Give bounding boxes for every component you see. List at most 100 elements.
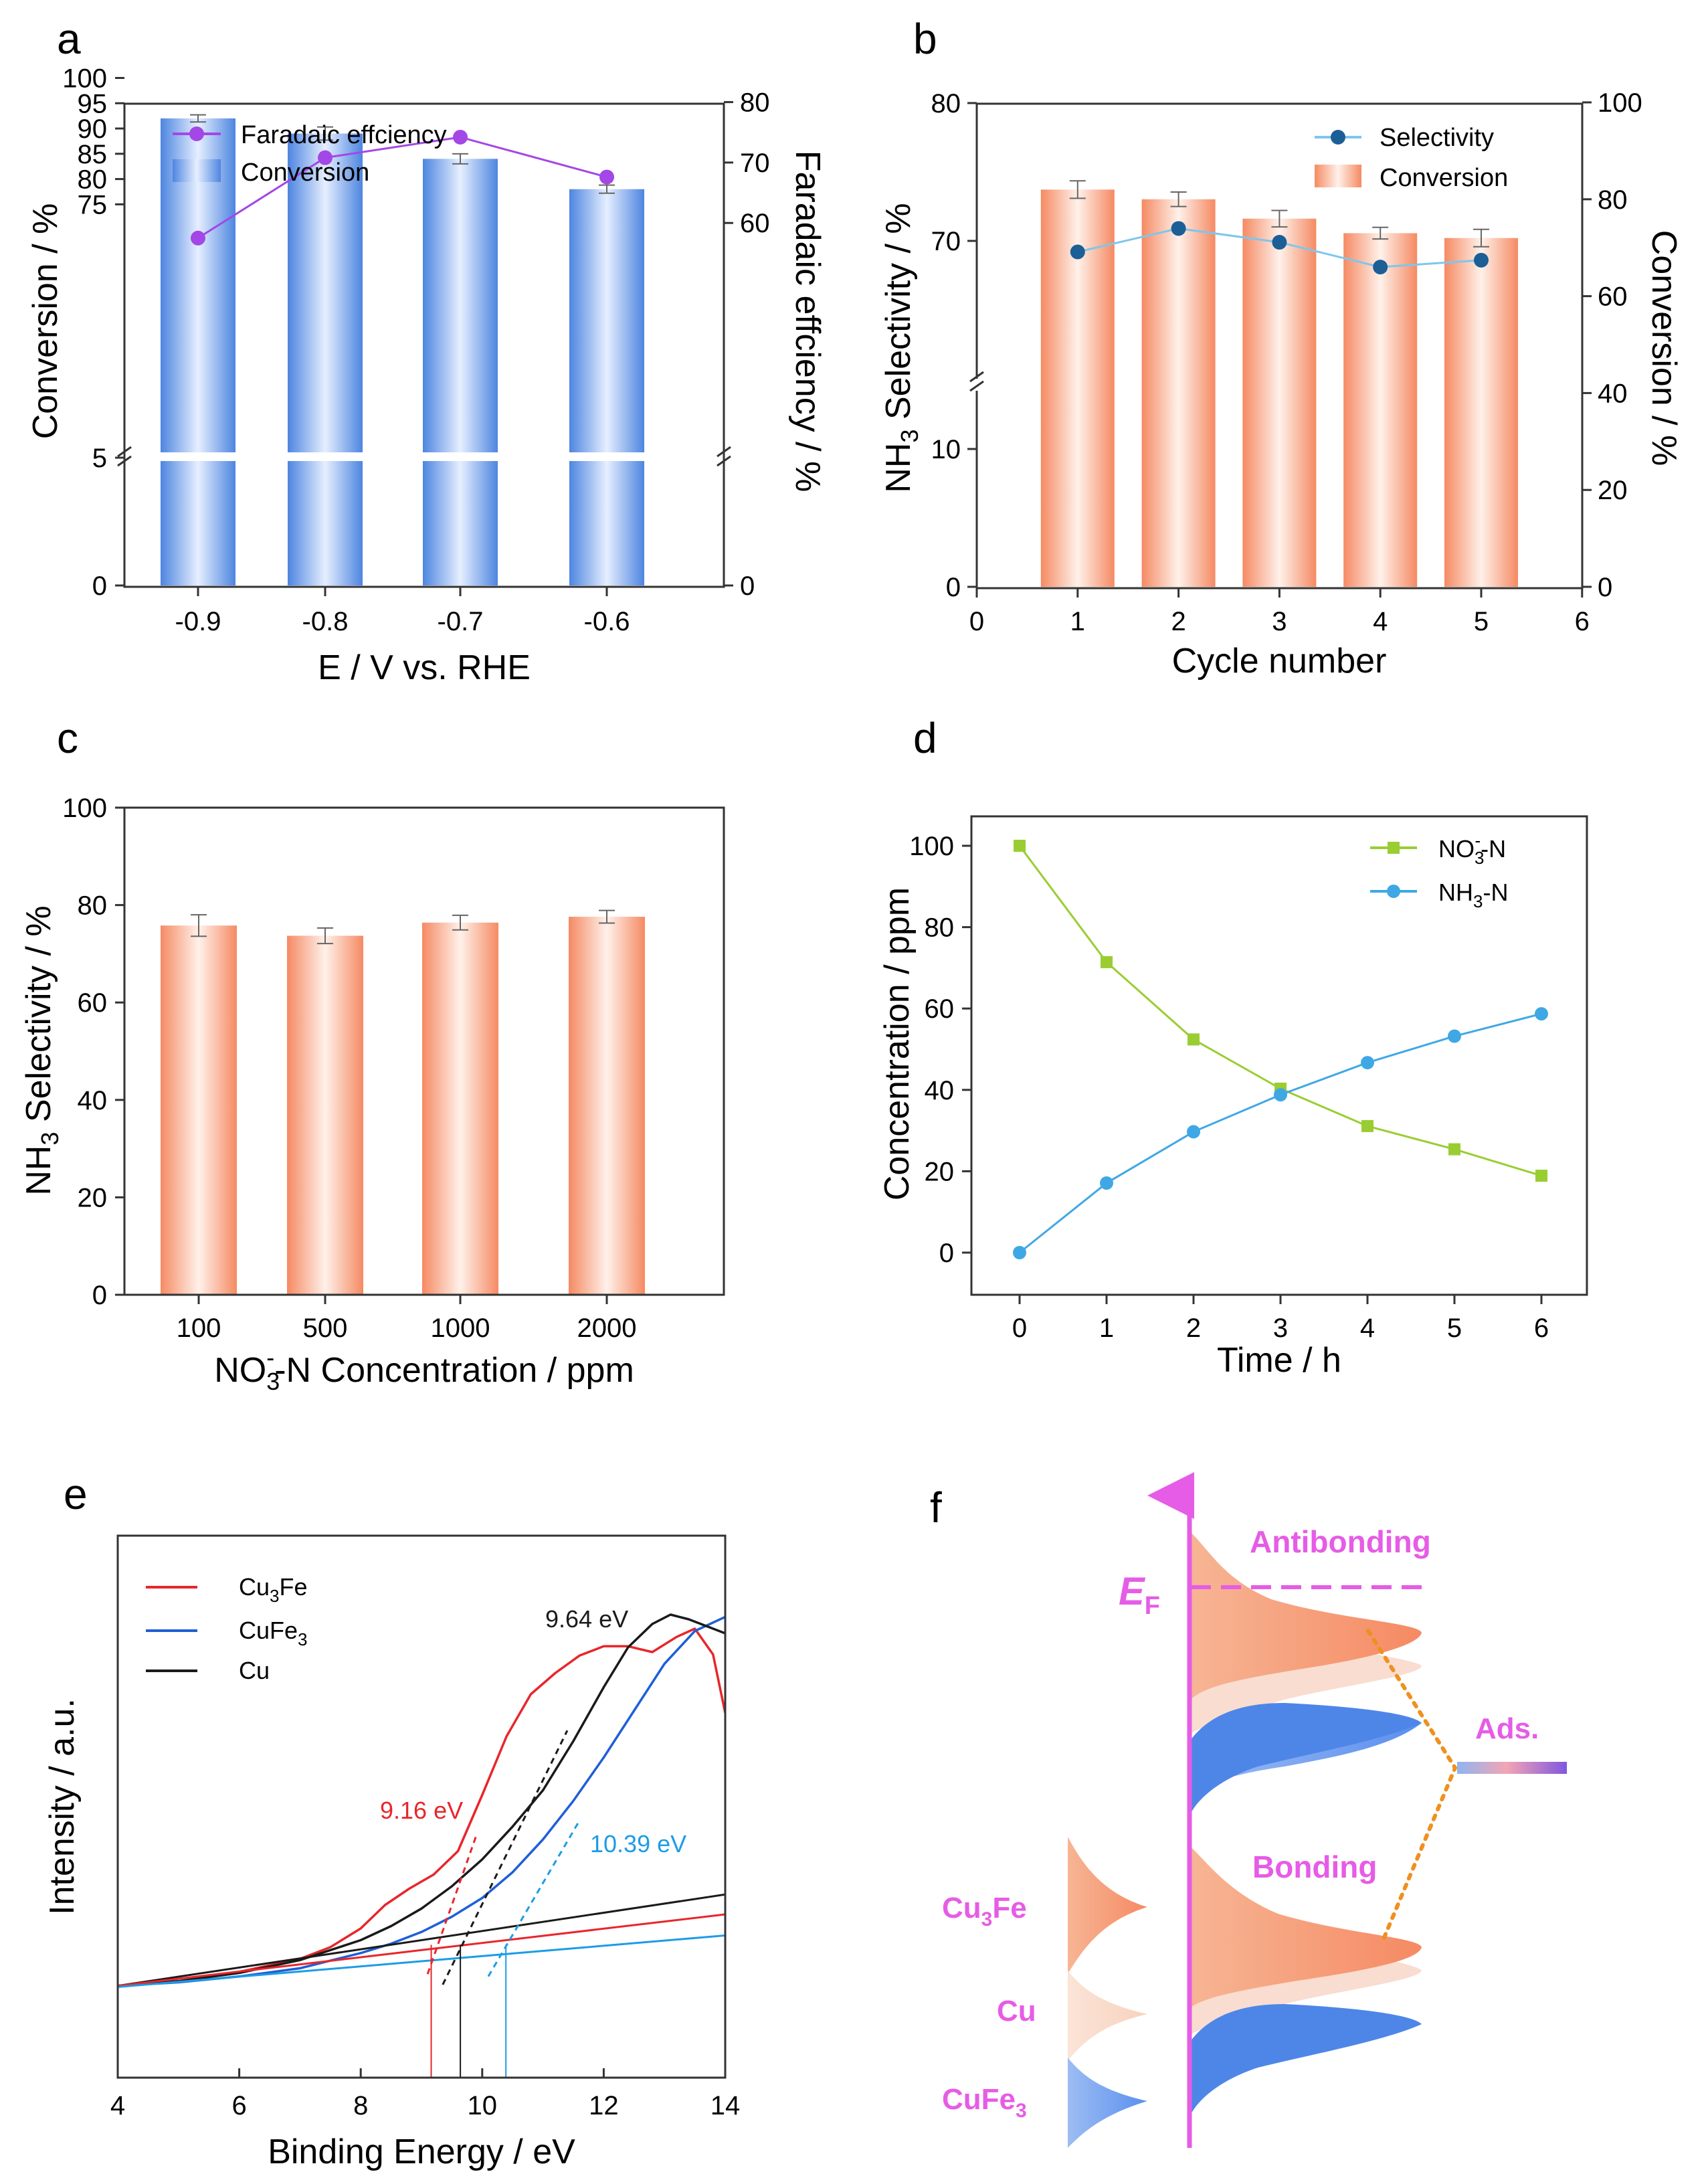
- plot-frame: [123, 806, 725, 1296]
- lobe-bonding-blue: [1191, 2004, 1422, 2114]
- point-no3-n-4: [1361, 1119, 1373, 1132]
- tangent-cu3fe: [426, 1835, 478, 1975]
- annotation-9-64: 9.64 eV: [545, 1605, 628, 1633]
- x-tick-label: 4: [110, 2091, 125, 2120]
- y-tick-label: 20: [78, 1183, 108, 1212]
- legend: NO3--N NH3-N: [1370, 830, 1508, 911]
- bar-conversion-cycle-2: [1141, 199, 1216, 587]
- y-tick-label-right: 20: [1598, 476, 1628, 505]
- panel-e-chart: 4 6 8 10 12 14 Cu3Fe CuFe3 Cu 9.64 eV 9.16 eV…: [43, 1534, 741, 2171]
- y-tick-label-left: 10: [931, 435, 961, 464]
- bar-conversion--0.9: [161, 118, 235, 585]
- point-nh3-n-3: [1274, 1088, 1287, 1102]
- species-label-cu3fe: Cu3Fe: [942, 1892, 1027, 1930]
- bar-conversion-cycle-5: [1444, 238, 1518, 587]
- line-faradaic-efficiency: [197, 136, 607, 240]
- x-axis-title: NO3--N Concentration / ppm: [214, 1344, 634, 1395]
- y-tick-label: 100: [62, 794, 107, 823]
- x-axis-title: E / V vs. RHE: [318, 648, 531, 687]
- y-tick-label-right: 60: [1598, 282, 1628, 312]
- x-tick-label: 3: [1272, 607, 1287, 636]
- dos-cu3fe: [1068, 1837, 1147, 1974]
- fermi-level-label: EF: [1119, 1570, 1160, 1620]
- point-nh3-n-6: [1535, 1007, 1548, 1021]
- panel-f-diagram: EF Antibonding Bonding Ads. Cu3Fe Cu CuF…: [942, 1472, 1567, 2148]
- legend-label-no3: NO3--N: [1438, 830, 1506, 868]
- dos-cufe3: [1068, 2058, 1147, 2148]
- point-fe--0.7: [453, 129, 468, 145]
- x-tick-label: 2: [1186, 1314, 1201, 1343]
- y-tick-label-left: 85: [78, 140, 108, 169]
- panel-c-chart: 0 20 40 60 80 100 100 500 1000 2000 NO3--N Concen…: [19, 794, 725, 1395]
- point-no3-n-2: [1188, 1033, 1200, 1046]
- point-no3-n-0: [1014, 840, 1026, 852]
- point-selectivity-cycle-5: [1474, 252, 1489, 268]
- point-nh3-n-0: [1013, 1246, 1026, 1259]
- panel-label-c: c: [57, 714, 78, 762]
- legend: Selectivity Conversion: [1315, 124, 1508, 192]
- bar-selectivity-100: [161, 925, 237, 1295]
- panel-label-a: a: [57, 15, 81, 63]
- y-axis-title: Intensity / a.u.: [43, 1698, 82, 1915]
- y-tick-label-left: 100: [62, 64, 107, 94]
- y-tick-label-left: 5: [92, 444, 107, 473]
- x-tick-label: 1: [1070, 607, 1085, 636]
- baseline-cu3fe: [118, 1913, 725, 1987]
- x-tick-label: 4: [1360, 1314, 1375, 1343]
- y-axis-title-left: Conversion / %: [26, 203, 65, 440]
- legend: Faradaic effciency Conversion: [173, 121, 447, 187]
- point-no3-n-6: [1535, 1170, 1547, 1182]
- lobe-antibonding-orange: [1191, 1532, 1422, 1700]
- y-tick-label-right: 70: [740, 149, 770, 178]
- baseline-cufe3: [118, 1934, 725, 1988]
- y-axis-title: NH3 Selectivity / %: [19, 905, 64, 1195]
- x-axis-title: Time / h: [1217, 1341, 1341, 1380]
- panel-d-chart: 0 20 40 60 80 100 0 1 2 3 4 5 6 NO3--N NH3-N Time / …: [878, 815, 1588, 1380]
- panel-label-b: b: [913, 15, 937, 63]
- x-tick-label: 100: [177, 1314, 221, 1343]
- x-axis-title: Binding Energy / eV: [268, 2133, 575, 2171]
- x-tick-label: 2000: [577, 1314, 637, 1343]
- point-nh3-n-1: [1100, 1176, 1113, 1190]
- x-tick-label: 5: [1474, 607, 1489, 636]
- x-tick-label: 6: [1534, 1314, 1549, 1343]
- x-tick-label: -0.8: [302, 607, 349, 636]
- x-tick-label: 5: [1447, 1314, 1462, 1343]
- y-tick-label: 100: [909, 832, 954, 861]
- y-tick-label-right: 40: [1598, 379, 1628, 408]
- line-nh3-n: [1019, 1012, 1542, 1254]
- x-tick-label: 2: [1171, 607, 1185, 636]
- plot-frame: [970, 815, 1588, 1296]
- y-tick-label: 60: [925, 994, 955, 1024]
- y-tick-label-right: 100: [1598, 88, 1642, 118]
- x-tick-label: 8: [353, 2091, 368, 2120]
- point-selectivity-cycle-4: [1373, 260, 1388, 275]
- ads-label: Ads.: [1475, 1712, 1539, 1745]
- y-tick-label: 60: [78, 988, 108, 1018]
- y-tick-label: 20: [925, 1157, 955, 1186]
- x-tick-label: 6: [231, 2091, 246, 2120]
- x-tick-label: 0: [1012, 1314, 1027, 1343]
- point-selectivity-cycle-1: [1070, 244, 1085, 260]
- point-selectivity-cycle-2: [1171, 221, 1186, 236]
- x-axis-title: Cycle number: [1172, 642, 1387, 681]
- y-tick-label: 0: [939, 1239, 954, 1268]
- antibonding-label: Antibonding: [1250, 1524, 1431, 1559]
- legend-label-fe: Faradaic effciency: [241, 121, 447, 149]
- y-tick-label-left: 95: [78, 89, 108, 118]
- point-no3-n-5: [1448, 1143, 1460, 1156]
- legend-label-cu: Cu: [239, 1657, 270, 1684]
- y-axis-title: Concentration / ppm: [878, 887, 917, 1200]
- y-tick-label: 40: [78, 1086, 108, 1115]
- point-nh3-n-4: [1361, 1056, 1374, 1070]
- legend-label-conversion: Conversion: [1380, 164, 1508, 192]
- y-tick-label-left: 80: [78, 165, 108, 195]
- y-tick-label-left: 90: [78, 114, 108, 144]
- x-tick-label: 4: [1373, 607, 1388, 636]
- y-tick-label: 40: [925, 1076, 955, 1105]
- legend-label-conversion: Conversion: [241, 159, 369, 187]
- y-tick-label: 80: [925, 913, 955, 943]
- point-no3-n-1: [1101, 956, 1113, 968]
- x-tick-label: 14: [710, 2091, 741, 2120]
